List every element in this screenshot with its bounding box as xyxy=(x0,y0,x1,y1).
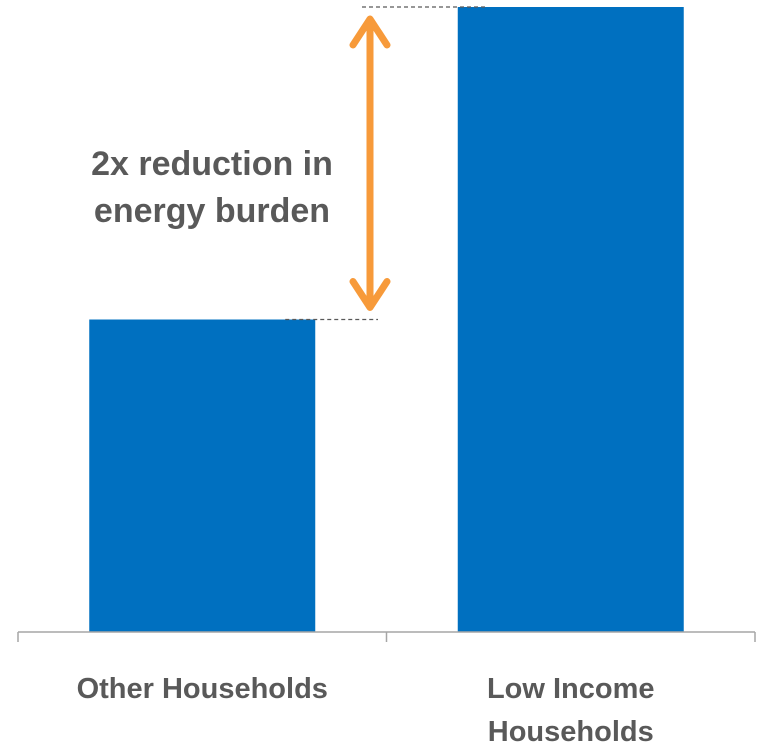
bars-group xyxy=(89,7,684,632)
category-labels: Other Households Low Income Households xyxy=(77,673,655,744)
annotation-line-1: 2x reduction in xyxy=(91,145,333,183)
guide-lines-group xyxy=(285,6,488,321)
bar-1 xyxy=(89,319,316,632)
x-tick-label: Low Income xyxy=(487,673,655,705)
x-tick-label: Other Households xyxy=(77,673,328,705)
x-tick-label: Households xyxy=(488,716,654,744)
arrow-head-down xyxy=(349,278,391,311)
bar-2 xyxy=(457,7,684,632)
x-axis xyxy=(17,631,756,642)
comparison-arrow xyxy=(349,15,391,311)
arrow-head-up xyxy=(349,15,391,49)
annotation-line-2: energy burden xyxy=(94,192,330,230)
